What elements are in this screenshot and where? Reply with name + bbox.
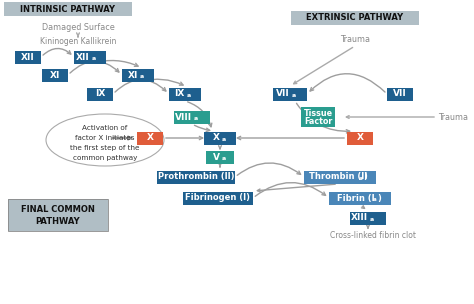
FancyBboxPatch shape — [183, 192, 253, 205]
Text: X: X — [356, 133, 364, 143]
FancyBboxPatch shape — [137, 132, 163, 144]
Text: Activation of: Activation of — [82, 125, 128, 131]
FancyBboxPatch shape — [350, 212, 386, 224]
Text: VII: VII — [393, 89, 407, 98]
Text: FINAL COMMON: FINAL COMMON — [21, 205, 95, 213]
Text: a: a — [91, 56, 96, 61]
FancyBboxPatch shape — [329, 192, 391, 205]
Text: VIII: VIII — [175, 112, 192, 122]
Text: VII: VII — [276, 89, 290, 98]
Text: ): ) — [363, 172, 367, 181]
FancyBboxPatch shape — [206, 150, 234, 164]
FancyBboxPatch shape — [169, 88, 201, 101]
Text: Tissue: Tissue — [303, 109, 333, 118]
Text: a: a — [186, 93, 191, 98]
Text: Trauma: Trauma — [438, 112, 468, 122]
Text: Trauma: Trauma — [340, 36, 370, 44]
FancyBboxPatch shape — [4, 2, 132, 16]
Text: Damaged Surface: Damaged Surface — [42, 23, 114, 33]
FancyBboxPatch shape — [174, 110, 210, 123]
Text: Fibrinogen (I): Fibrinogen (I) — [185, 194, 250, 202]
FancyBboxPatch shape — [74, 50, 106, 64]
Text: INTRINSIC PATHWAY: INTRINSIC PATHWAY — [20, 5, 116, 13]
Text: XI: XI — [50, 71, 60, 80]
Text: X: X — [146, 133, 154, 143]
Text: Fibrin (I: Fibrin (I — [337, 194, 375, 202]
Text: Prothrombin (II): Prothrombin (II) — [158, 172, 234, 181]
FancyBboxPatch shape — [387, 88, 413, 101]
Text: a: a — [193, 116, 198, 121]
FancyBboxPatch shape — [15, 50, 41, 64]
FancyBboxPatch shape — [291, 11, 419, 25]
Text: a: a — [221, 156, 226, 161]
FancyBboxPatch shape — [204, 132, 236, 144]
Text: EXTRINSIC PATHWAY: EXTRINSIC PATHWAY — [306, 13, 403, 22]
FancyBboxPatch shape — [301, 107, 335, 127]
FancyBboxPatch shape — [157, 171, 235, 184]
Text: Kininogen Kallikrein: Kininogen Kallikrein — [40, 37, 116, 47]
Text: Thrombin (II: Thrombin (II — [309, 172, 367, 181]
Text: a: a — [370, 217, 374, 222]
FancyBboxPatch shape — [8, 199, 108, 231]
Text: X: X — [213, 133, 220, 143]
Text: XIII: XIII — [351, 213, 368, 223]
Text: a: a — [139, 74, 144, 79]
Text: PATHWAY: PATHWAY — [36, 216, 80, 226]
Text: IX: IX — [95, 89, 105, 98]
FancyBboxPatch shape — [122, 68, 154, 81]
Text: Factor: Factor — [304, 116, 332, 126]
Text: common pathway: common pathway — [73, 155, 137, 161]
Text: V: V — [213, 153, 220, 161]
FancyBboxPatch shape — [87, 88, 113, 101]
Text: XI: XI — [128, 71, 138, 80]
Text: Cross-linked fibrin clot: Cross-linked fibrin clot — [330, 232, 416, 240]
Text: a: a — [292, 93, 296, 98]
Text: ): ) — [377, 194, 381, 202]
Ellipse shape — [46, 114, 164, 166]
Text: a: a — [359, 176, 363, 181]
Text: the first step of the: the first step of the — [70, 145, 140, 151]
FancyBboxPatch shape — [304, 171, 376, 184]
FancyBboxPatch shape — [42, 68, 68, 81]
FancyBboxPatch shape — [347, 132, 373, 144]
FancyBboxPatch shape — [273, 88, 307, 101]
Text: a: a — [373, 197, 377, 202]
Text: XII: XII — [76, 53, 90, 61]
Text: factor X initiates: factor X initiates — [75, 135, 135, 141]
Text: IX: IX — [174, 89, 185, 98]
Text: XII: XII — [21, 53, 35, 61]
Text: a: a — [221, 137, 226, 142]
